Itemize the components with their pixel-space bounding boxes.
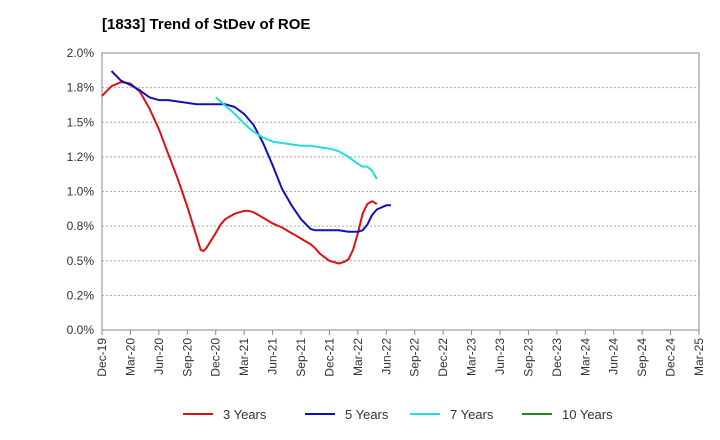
x-tick-label: Mar-21: [237, 338, 251, 376]
legend-label-2: 7 Years: [450, 407, 494, 422]
y-tick-label: 0.0%: [67, 323, 95, 337]
y-tick-label: 1.8%: [67, 81, 95, 95]
x-tick-label: Dec-24: [664, 338, 678, 377]
legend: 3 Years 5 Years 7 Years 10 Years: [183, 407, 613, 422]
chart-title: [1833] Trend of StDev of ROE: [102, 16, 310, 33]
series-line-0: [101, 81, 378, 265]
y-tick-label: 1.2%: [67, 150, 95, 164]
x-tick-label: Sep-21: [294, 338, 308, 377]
x-tick-label: Dec-23: [550, 338, 564, 377]
plot-frame: [101, 52, 700, 331]
x-tick-label: Jun-24: [607, 338, 621, 375]
x-tick-label: Dec-19: [95, 338, 109, 377]
y-tick-label: 0.5%: [67, 254, 95, 268]
legend-label-3: 10 Years: [562, 407, 613, 422]
series-lines: [101, 70, 391, 265]
x-axis: Dec-19 Mar-20 Jun-20 Sep-20 Dec-20 Mar-21 Jun-…: [95, 330, 706, 377]
x-tick-label: Sep-23: [521, 338, 535, 377]
y-tick-label: 1.0%: [67, 185, 95, 199]
y-tick-label: 0.2%: [67, 288, 95, 302]
x-tick-label: Mar-22: [351, 338, 365, 376]
legend-label-0: 3 Years: [223, 407, 267, 422]
y-axis: 0.0% 0.2% 0.5% 0.8% 1.0% 1.2% 1.5% 1.8% 2.0%: [67, 46, 95, 337]
x-tick-label: Jun-21: [266, 338, 280, 375]
x-tick-label: Mar-23: [465, 338, 479, 376]
y-tick-label: 1.5%: [67, 115, 95, 129]
x-tick-label: Sep-24: [635, 338, 649, 377]
x-tick-label: Dec-20: [209, 338, 223, 377]
x-tick-label: Jun-23: [493, 338, 507, 375]
x-tick-label: Jun-20: [152, 338, 166, 375]
y-tick-label: 2.0%: [67, 46, 95, 60]
x-tick-label: Dec-21: [322, 338, 336, 377]
grid: [102, 87, 699, 296]
x-tick-label: Sep-20: [180, 338, 194, 377]
x-tick-label: Mar-20: [123, 338, 137, 376]
y-tick-label: 0.8%: [67, 219, 95, 233]
x-tick-label: Mar-24: [578, 338, 592, 376]
x-tick-label: Jun-22: [379, 338, 393, 375]
series-line-1: [110, 70, 391, 233]
x-tick-label: Dec-22: [436, 338, 450, 377]
x-tick-label: Mar-25: [692, 338, 706, 376]
x-tick-label: Sep-22: [408, 338, 422, 377]
series-line-2: [215, 96, 378, 180]
legend-label-1: 5 Years: [345, 407, 389, 422]
